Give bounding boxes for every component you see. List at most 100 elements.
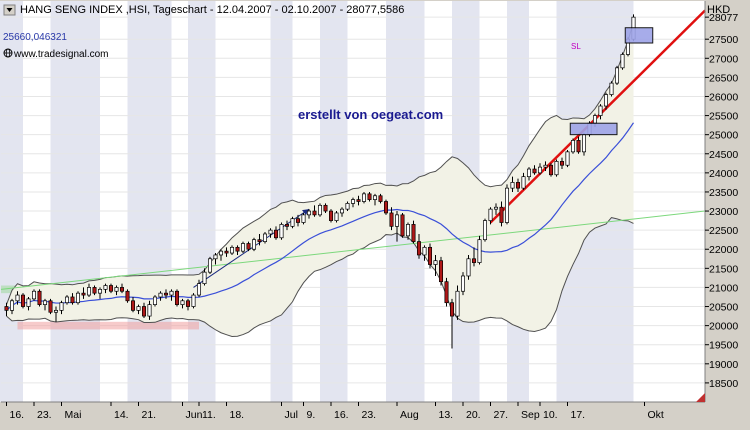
x-axis[interactable]: 16. 23. Mai 14. 21. Jun 11. 18. Jul 9. 16. 23. Aug 13… [1, 401, 705, 421]
candle[interactable] [21, 293, 26, 309]
candle[interactable] [559, 157, 564, 170]
candle[interactable] [26, 296, 31, 311]
candle[interactable] [565, 149, 570, 168]
candle[interactable] [450, 298, 455, 349]
candle[interactable] [362, 191, 367, 204]
candle[interactable] [75, 291, 80, 305]
candle[interactable] [136, 304, 141, 315]
resize-grip-icon[interactable] [696, 393, 705, 402]
candle[interactable] [70, 293, 75, 305]
candle[interactable] [219, 249, 224, 261]
candle[interactable] [614, 65, 619, 86]
candle[interactable] [202, 268, 207, 286]
candle[interactable] [318, 203, 323, 217]
candle[interactable] [164, 289, 169, 299]
candle[interactable] [175, 289, 180, 307]
candle[interactable] [142, 302, 147, 318]
candle[interactable] [334, 211, 339, 223]
candle[interactable] [119, 283, 124, 294]
candle[interactable] [42, 298, 47, 311]
candle[interactable] [351, 197, 356, 208]
candle[interactable] [158, 291, 163, 301]
candle[interactable] [603, 92, 608, 110]
candle[interactable] [400, 212, 405, 238]
candle[interactable] [477, 235, 482, 265]
candle[interactable] [279, 222, 284, 240]
settings-icon[interactable] [3, 4, 16, 16]
y-axis[interactable]: 18500 19000 19500 20000 20500 21000 21500 22000… [704, 1, 738, 402]
candle[interactable] [246, 241, 251, 252]
candle[interactable] [180, 298, 185, 309]
candle[interactable] [554, 159, 559, 177]
candle[interactable] [422, 245, 427, 261]
candle[interactable] [505, 184, 510, 225]
candle[interactable] [499, 201, 504, 227]
candle[interactable] [169, 289, 174, 301]
candle[interactable] [433, 254, 438, 276]
candle[interactable] [494, 203, 499, 215]
candle[interactable] [241, 241, 246, 254]
candle[interactable] [224, 247, 229, 257]
candle[interactable] [428, 243, 433, 269]
candle[interactable] [620, 52, 625, 70]
candle[interactable] [312, 205, 317, 217]
candle[interactable] [384, 199, 389, 215]
candle[interactable] [329, 209, 334, 223]
candle[interactable] [373, 193, 378, 206]
candle[interactable] [263, 232, 268, 244]
candle[interactable] [411, 220, 416, 244]
candle[interactable] [367, 191, 372, 202]
candle[interactable] [64, 295, 69, 305]
candle[interactable] [103, 283, 108, 294]
candle[interactable] [59, 300, 64, 315]
candle[interactable] [290, 216, 295, 229]
candle[interactable] [570, 138, 575, 154]
candle[interactable] [191, 293, 196, 309]
candle[interactable] [444, 277, 449, 307]
candle[interactable] [389, 207, 394, 231]
candle[interactable] [31, 289, 36, 301]
candle[interactable] [543, 161, 548, 171]
candle[interactable] [406, 222, 411, 240]
candle[interactable] [417, 233, 422, 259]
candle[interactable] [307, 209, 312, 219]
candle[interactable] [86, 283, 91, 297]
candle[interactable] [186, 298, 191, 311]
candle[interactable] [235, 245, 240, 255]
candle[interactable] [598, 104, 603, 120]
candle[interactable] [208, 256, 213, 275]
candle[interactable] [4, 302, 9, 317]
candle[interactable] [53, 306, 58, 322]
candle-layer[interactable] [4, 14, 636, 349]
candle[interactable] [521, 172, 526, 191]
candle[interactable] [532, 165, 537, 175]
candle[interactable] [114, 285, 119, 296]
candle[interactable] [576, 136, 581, 154]
candle[interactable] [488, 207, 493, 225]
candle[interactable] [510, 176, 515, 192]
candle[interactable] [268, 228, 273, 238]
candle[interactable] [125, 289, 130, 303]
candle[interactable] [92, 285, 97, 296]
candle[interactable] [548, 163, 553, 177]
candle[interactable] [48, 298, 53, 315]
candle[interactable] [10, 298, 15, 315]
candle[interactable] [274, 226, 279, 240]
candle[interactable] [257, 233, 262, 246]
candle[interactable] [356, 195, 361, 206]
candle[interactable] [285, 220, 290, 231]
candle[interactable] [37, 289, 42, 307]
candle[interactable] [472, 247, 477, 267]
candle[interactable] [230, 245, 235, 255]
candle[interactable] [395, 211, 400, 242]
candle[interactable] [345, 201, 350, 212]
candle[interactable] [147, 300, 152, 320]
candle[interactable] [537, 163, 542, 175]
candle[interactable] [483, 218, 488, 242]
candle[interactable] [213, 253, 218, 265]
candle[interactable] [296, 214, 301, 227]
candle[interactable] [609, 81, 614, 97]
candle[interactable] [323, 203, 328, 213]
